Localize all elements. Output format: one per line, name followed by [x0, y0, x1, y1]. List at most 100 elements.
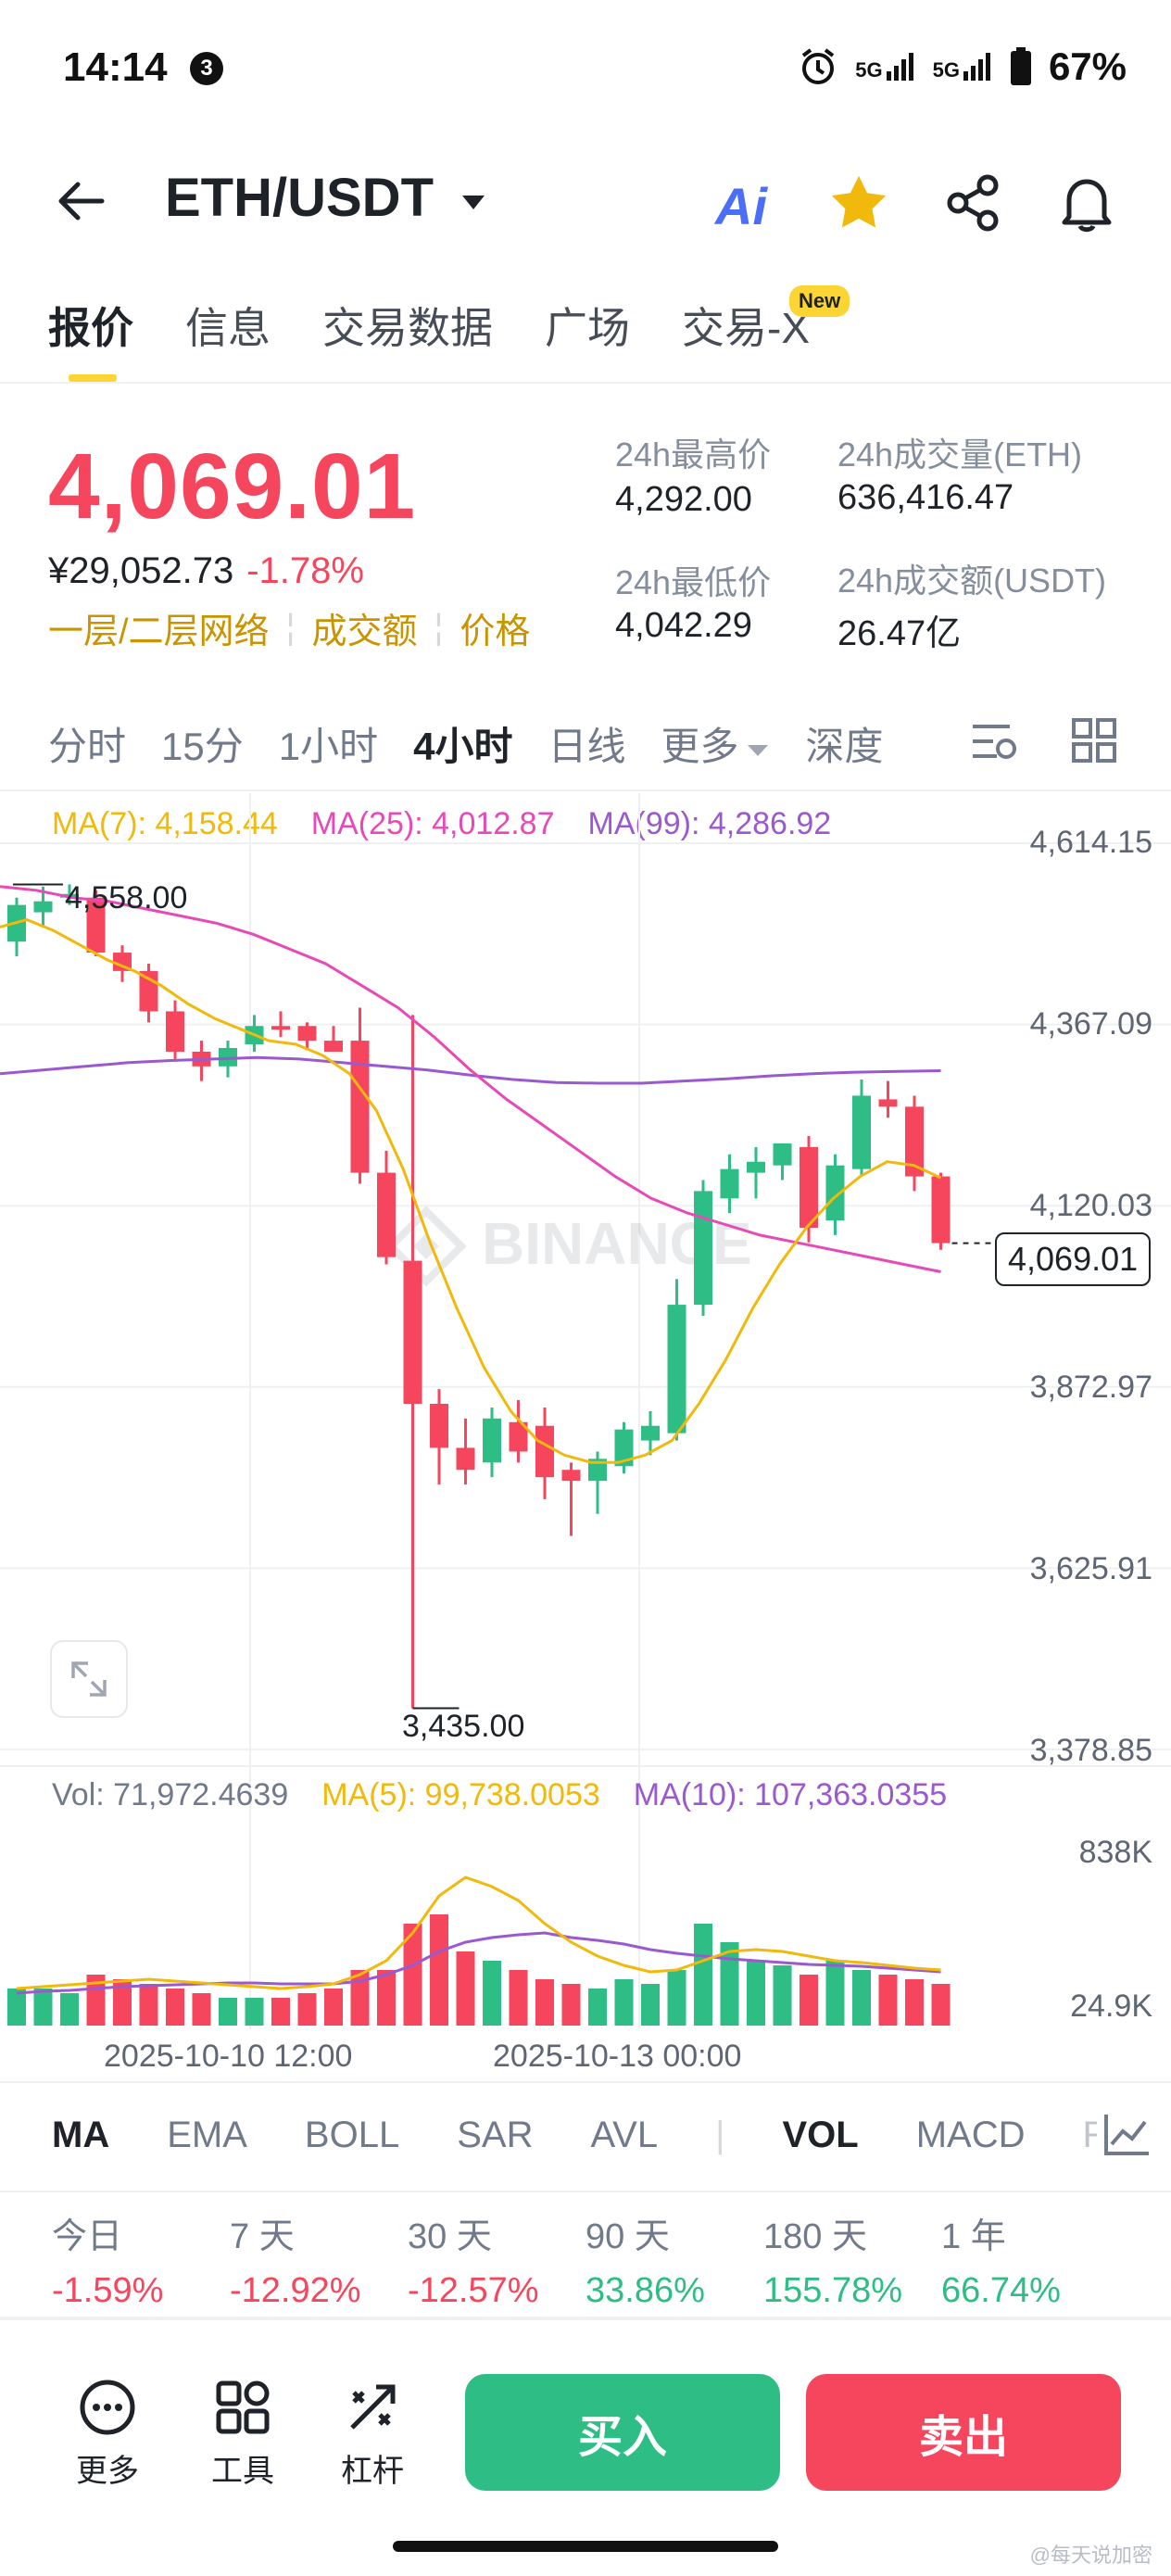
candle-body — [561, 1470, 581, 1482]
high-24h-label: 24h最高价 — [615, 436, 772, 474]
interval-1d[interactable]: 日线 — [548, 725, 626, 768]
volume-bar — [588, 1989, 607, 2026]
x-tick-label: 2025-10-10 12:00 — [104, 2039, 353, 2074]
tag-turnover[interactable]: 成交额 — [311, 612, 418, 651]
candle-body — [905, 1106, 924, 1177]
tag-layer-network[interactable]: 一层/二层网络 — [48, 612, 270, 651]
candle-body — [297, 1026, 317, 1042]
candle — [535, 1407, 554, 1499]
indicator-sar[interactable]: SAR — [457, 2115, 534, 2155]
candle — [403, 1015, 422, 1709]
kline-chart[interactable]: BINANCE — [0, 0, 1171, 2094]
interval-4h[interactable]: 4小时 — [413, 725, 513, 768]
volume-bar — [430, 1914, 448, 2026]
indicator-separator: | — [715, 2115, 725, 2155]
vol-y-tick-label: 838K — [1078, 1835, 1152, 1870]
candle-body — [773, 1143, 792, 1166]
volume-bar — [825, 1961, 845, 2026]
volume-bar — [456, 1951, 475, 2026]
tab-trading-data[interactable]: 交易数据 — [322, 304, 493, 352]
volume-bar — [800, 1975, 818, 2026]
tab-info[interactable]: 信息 — [185, 304, 271, 352]
perf-label: 30 天 — [408, 2217, 492, 2256]
perf-value: -1.59% — [52, 2271, 164, 2310]
new-badge: New — [789, 285, 850, 317]
sell-button[interactable]: 卖出 — [806, 2374, 1121, 2491]
volume-bar — [931, 1984, 951, 2026]
divider — [0, 382, 1171, 384]
candle-body — [852, 1095, 871, 1169]
perf-7d: 7 天 -12.92% — [230, 2207, 361, 2311]
indicator-settings-button[interactable] — [1097, 2111, 1152, 2162]
candle-body — [377, 1172, 396, 1257]
perf-label: 90 天 — [586, 2217, 670, 2256]
cny-price: ¥29,052.73 — [48, 550, 234, 591]
buy-button[interactable]: 买入 — [465, 2374, 780, 2491]
more-label: 更多 — [76, 2454, 139, 2489]
volume-24h-value: 636,416.47 — [837, 478, 1014, 517]
indicator-macd[interactable]: MACD — [915, 2115, 1026, 2155]
candle — [852, 1080, 871, 1177]
volume-bar — [483, 1961, 501, 2026]
candle-body — [931, 1176, 951, 1244]
more-button[interactable]: 更多 — [76, 2378, 139, 2491]
grid-icon — [1072, 718, 1116, 763]
volume-bar — [509, 1970, 528, 2026]
tools-grid-icon — [216, 2380, 270, 2434]
vol-ma10-line — [16, 1931, 941, 1995]
candle-body — [86, 897, 106, 953]
vol-ma10-value: MA(10): 107,363.0355 — [633, 1777, 948, 1812]
low-24h-value: 4,042.29 — [615, 606, 752, 645]
chart-settings-button[interactable] — [969, 719, 1019, 770]
volume-bar — [747, 1961, 765, 2026]
ai-button[interactable]: Ai — [715, 176, 767, 236]
candle-body — [535, 1425, 554, 1478]
layout-button[interactable] — [1071, 717, 1117, 768]
alert-button[interactable] — [1056, 170, 1117, 240]
tab-trade-x[interactable]: 交易-X — [682, 304, 810, 352]
volume-bar — [561, 1984, 581, 2026]
tab-square[interactable]: 广场 — [545, 304, 630, 352]
tools-button[interactable]: 工具 — [211, 2378, 274, 2491]
tab-quote[interactable]: 报价 — [48, 304, 133, 352]
indicator-ema[interactable]: EMA — [167, 2115, 247, 2155]
interval-15m[interactable]: 15分 — [161, 725, 244, 768]
candle — [33, 886, 53, 928]
indicator-avl[interactable]: AVL — [590, 2115, 659, 2155]
ma7-line — [0, 917, 942, 1464]
share-button[interactable] — [943, 172, 1004, 238]
home-indicator[interactable] — [393, 2541, 778, 2552]
volume-bar — [614, 1979, 634, 2026]
ma99-value: MA(99): 4,286.92 — [587, 806, 832, 841]
low-marker-label: 3,435.00 — [402, 1709, 525, 1744]
ma25-value: MA(25): 4,012.87 — [310, 806, 555, 841]
volume-bar — [694, 1924, 712, 2026]
indicator-boll[interactable]: BOLL — [304, 2115, 400, 2155]
back-button[interactable] — [54, 174, 107, 233]
candle — [825, 1154, 845, 1235]
favorite-button[interactable] — [826, 170, 891, 240]
candle-body — [483, 1418, 501, 1463]
fullscreen-button[interactable] — [50, 1640, 128, 1718]
indicator-ma[interactable]: MA — [52, 2115, 110, 2155]
candle-body — [720, 1168, 739, 1199]
candle-body — [800, 1146, 818, 1228]
star-icon — [831, 175, 887, 228]
share-icon — [947, 174, 999, 232]
perf-label: 今日 — [52, 2217, 123, 2256]
candle-body — [614, 1429, 634, 1467]
perf-label: 1 年 — [941, 2217, 1006, 2256]
candle-body — [166, 1011, 184, 1052]
candle-body — [694, 1191, 712, 1306]
pair-selector[interactable]: ETH/USDT — [165, 167, 489, 229]
indicator-vol[interactable]: VOL — [782, 2115, 859, 2155]
interval-line[interactable]: 分时 — [48, 725, 127, 768]
candle — [139, 963, 158, 1023]
interval-more[interactable]: 更多 — [661, 715, 770, 772]
leverage-button[interactable]: 杠杆 — [341, 2378, 404, 2491]
active-tab-indicator — [69, 374, 117, 382]
tag-price[interactable]: 价格 — [460, 612, 531, 651]
interval-depth[interactable]: 深度 — [805, 725, 884, 768]
ma7-value: MA(7): 4,158.44 — [52, 806, 278, 841]
interval-1h[interactable]: 1小时 — [278, 725, 379, 768]
